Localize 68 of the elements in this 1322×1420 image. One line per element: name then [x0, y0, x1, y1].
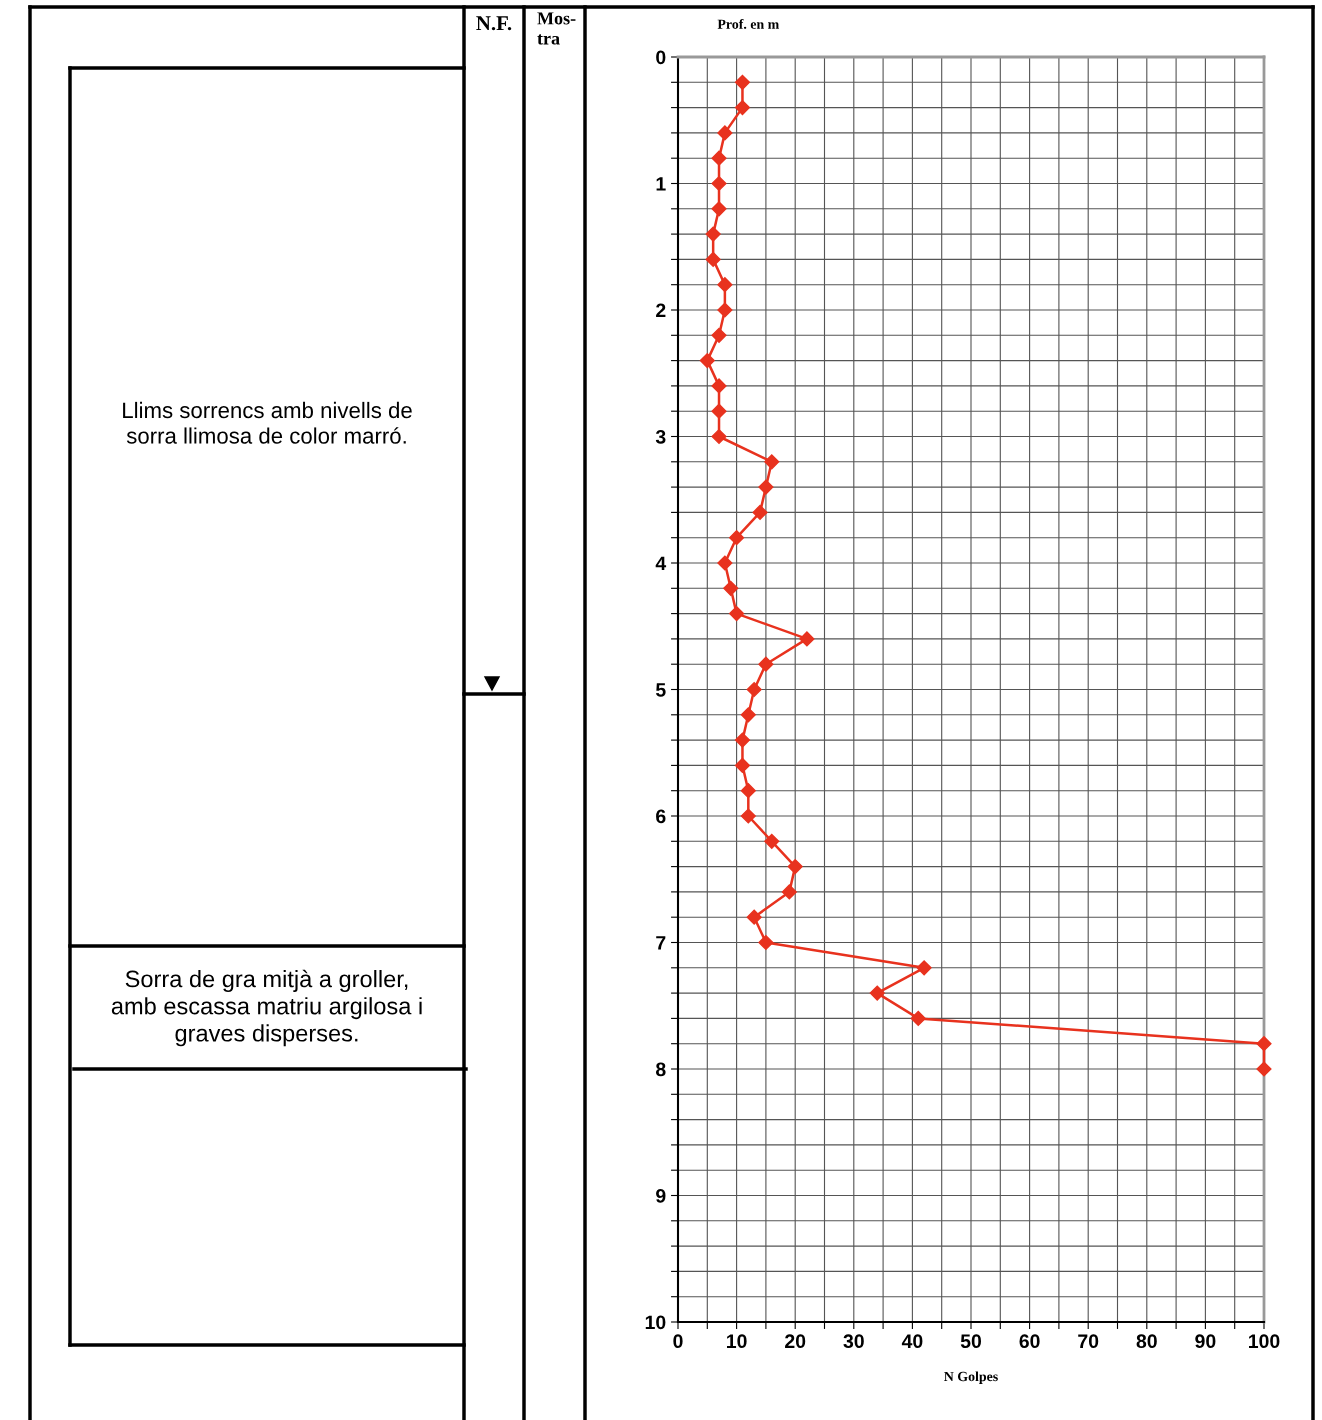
point — [910, 1010, 926, 1026]
x-tick-label: 70 — [1078, 1334, 1099, 1349]
x-tick-label: 100 — [1249, 1334, 1280, 1349]
point — [705, 226, 721, 242]
point — [752, 504, 768, 520]
x-tick-label: 90 — [1195, 1334, 1216, 1349]
point — [711, 403, 727, 419]
point — [717, 277, 733, 293]
y-tick-label: 3 — [655, 429, 666, 444]
text: N.F. — [476, 16, 512, 31]
point — [746, 909, 762, 925]
y-tick-label: 7 — [656, 936, 666, 950]
point — [699, 353, 715, 369]
y-tick-label: 1 — [656, 177, 666, 191]
point — [799, 631, 815, 647]
x-tick-label: 10 — [727, 1334, 747, 1349]
x-tick-label: 0 — [673, 1334, 683, 1349]
point — [916, 960, 932, 976]
y-tick-label: 10 — [645, 1315, 666, 1330]
text: Sorra de gra mitjà a groller, amb escassa matriu argilosa i graves disperses. — [111, 969, 422, 1047]
point — [729, 530, 745, 546]
y-tick-label: 0 — [656, 50, 666, 65]
point — [764, 454, 780, 470]
point — [740, 808, 756, 824]
y-tick-label: 2 — [656, 303, 666, 318]
point — [740, 707, 756, 723]
point — [711, 428, 727, 445]
x-tick-label: 50 — [960, 1334, 982, 1349]
point — [711, 201, 727, 217]
point — [734, 757, 751, 773]
x-tick-label: 20 — [785, 1334, 806, 1349]
y-tick-label: 5 — [655, 683, 666, 697]
point — [1256, 1061, 1272, 1077]
point — [758, 479, 774, 495]
x-axis-title: N Golpes — [944, 1371, 998, 1384]
y-tick-label: 8 — [656, 1062, 666, 1077]
x-tick-label: 30 — [843, 1334, 864, 1349]
point — [705, 251, 721, 267]
point — [734, 100, 751, 116]
x-tick-label: 40 — [901, 1334, 923, 1349]
point — [740, 783, 756, 799]
y-tick-label: 9 — [656, 1188, 666, 1203]
y-axis-title: Prof. en m — [717, 18, 780, 29]
point — [711, 378, 727, 394]
point — [869, 985, 885, 1001]
point — [717, 302, 733, 318]
point — [758, 934, 774, 951]
y-tick-label: 4 — [655, 556, 667, 571]
x-tick-label: 60 — [1019, 1334, 1040, 1349]
point — [711, 150, 727, 166]
point — [746, 681, 762, 698]
point — [787, 859, 803, 875]
point — [717, 125, 733, 141]
point — [734, 74, 751, 90]
point — [758, 656, 774, 672]
point — [1256, 1036, 1272, 1052]
text: Mos- tra — [537, 12, 576, 45]
point — [734, 732, 751, 748]
point — [781, 884, 797, 900]
point — [729, 606, 745, 622]
x-tick-label: 80 — [1136, 1334, 1157, 1349]
point — [717, 555, 733, 571]
text: Llims sorrencs amb nivells de sorra llimosa de color marró. — [123, 401, 412, 444]
point — [711, 327, 727, 343]
point — [723, 580, 739, 596]
point — [764, 833, 780, 849]
point — [711, 175, 727, 192]
y-tick-label: 6 — [656, 809, 666, 824]
